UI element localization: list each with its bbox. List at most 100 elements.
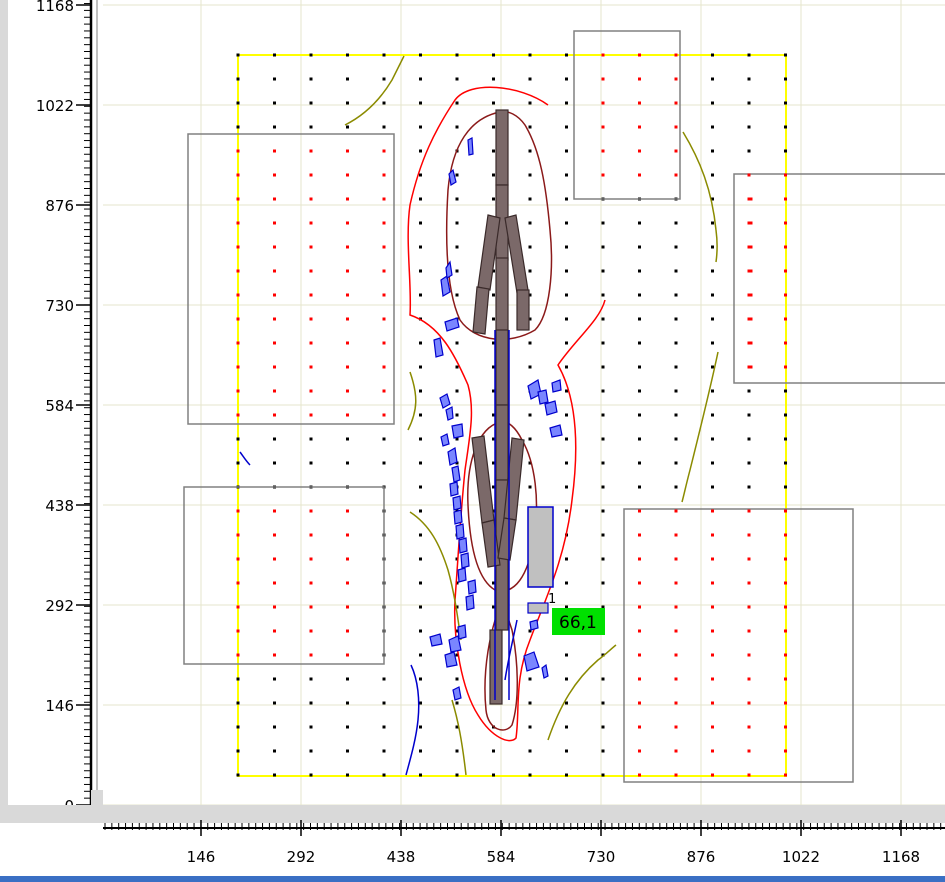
- zone-receiver-dot: [346, 365, 349, 369]
- grid-receiver-dot: [565, 677, 568, 681]
- road-branch-04: [516, 289, 530, 331]
- receiver-point-marker[interactable]: [527, 602, 549, 614]
- grid-receiver-dot: [674, 245, 678, 249]
- grid-receiver-dot: [638, 293, 641, 297]
- zone-frame-top-center[interactable]: [573, 30, 681, 200]
- grid-receiver-dot: [747, 149, 751, 153]
- grid-receiver-dot: [492, 77, 495, 81]
- grid-receiver-dot: [784, 485, 787, 489]
- grid-receiver-dot: [747, 485, 751, 489]
- grid-receiver-dot: [711, 245, 714, 249]
- grid-receiver-dot: [565, 653, 568, 657]
- zone-receiver-dot: [601, 125, 605, 129]
- grid-receiver-dot: [565, 317, 568, 321]
- measurement-badge-background: [552, 608, 605, 635]
- road-sources[interactable]: [471, 109, 530, 705]
- zone-receiver-dot: [711, 509, 714, 513]
- grid-receiver-dot: [528, 365, 532, 369]
- grid-receiver-dot: [528, 749, 532, 753]
- zone-receiver-dot: [784, 509, 787, 513]
- grid-receiver-dot: [638, 485, 641, 489]
- zone-receiver-dot: [784, 629, 787, 633]
- zone-receiver-dot: [638, 125, 641, 129]
- grid-receiver-dot: [601, 605, 605, 609]
- x-tick-label: 730: [587, 848, 616, 866]
- zone-receiver-dot: [784, 749, 787, 753]
- grid-receiver-dot: [455, 605, 459, 609]
- zone-receiver-dot: [309, 509, 313, 513]
- selected-source-block[interactable]: [527, 506, 554, 588]
- grid-receiver-dot: [565, 341, 568, 345]
- zone-frame-right-upper[interactable]: [733, 173, 945, 384]
- zone-frame-left-upper[interactable]: [187, 133, 395, 425]
- grid-receiver-dot: [601, 437, 605, 441]
- zone-receiver-dot: [346, 173, 349, 177]
- zone-receiver-dot: [273, 197, 276, 201]
- grid-receiver-dot: [419, 221, 422, 225]
- grid-receiver-dot: [711, 437, 714, 441]
- grid-receiver-dot: [674, 461, 678, 465]
- grid-receiver-dot: [236, 53, 240, 57]
- zone-receiver-dot: [674, 101, 678, 105]
- zone-receiver-dot: [747, 509, 751, 513]
- grid-receiver-dot: [784, 461, 787, 465]
- grid-receiver-dot: [565, 77, 568, 81]
- zone-receiver-dot: [784, 677, 787, 681]
- zone-receiver-dot: [346, 557, 349, 561]
- grid-receiver-dot: [236, 725, 240, 729]
- grid-receiver-dot: [455, 173, 459, 177]
- left-panel-edge: [0, 0, 8, 876]
- measurement-badge[interactable]: 66,1: [552, 608, 605, 635]
- y-tick-label: 146: [45, 697, 74, 715]
- grid-receiver-dot: [528, 245, 532, 249]
- zone-receiver-dot: [784, 701, 787, 705]
- grid-receiver-dot: [601, 341, 605, 345]
- zone-receiver-dot: [309, 245, 313, 249]
- grid-receiver-dot: [346, 461, 349, 465]
- zone-receiver-dot: [382, 197, 386, 201]
- x-axis-ruler[interactable]: 146 292 438 584 730 876 1022 1168: [0, 790, 945, 876]
- zone-receiver-dot: [273, 533, 276, 537]
- grid-receiver-dot: [528, 149, 532, 153]
- zone-frame-left-lower[interactable]: [183, 486, 385, 665]
- grid-receiver-dot: [455, 557, 459, 561]
- zone-receiver-dot: [784, 269, 787, 273]
- zone-receiver-dot: [273, 317, 276, 321]
- y-tick-label: 876: [45, 197, 74, 215]
- grid-receiver-dot: [528, 221, 532, 225]
- zone-receiver-dot: [638, 653, 641, 657]
- zone-receiver-dot: [273, 221, 276, 225]
- grid-receiver-dot: [528, 485, 532, 489]
- y-axis-ruler[interactable]: 116810228767305844382921460: [0, 0, 103, 876]
- zone-receiver-dot: [674, 533, 678, 537]
- grid-receiver-dot: [784, 437, 787, 441]
- zone-receiver-dot: [236, 317, 240, 321]
- zone-receiver-dot: [784, 773, 787, 777]
- grid-receiver-dot: [455, 461, 459, 465]
- zone-receiver-dot: [309, 341, 313, 345]
- y-tick-label: 584: [45, 397, 74, 415]
- zone-receiver-dot: [711, 605, 714, 609]
- zone-receiver-dot: [346, 413, 349, 417]
- x-tick-label: 584: [487, 848, 516, 866]
- grid-receiver-dot: [492, 773, 495, 777]
- grid-receiver-dot: [565, 773, 568, 777]
- zone-receiver-dot: [346, 341, 349, 345]
- road-segment-01: [495, 109, 509, 186]
- y-tick-label: 1168: [36, 0, 74, 15]
- grid-receiver-dot: [528, 413, 532, 417]
- grid-receiver-dot: [638, 413, 641, 417]
- grid-receiver-dot: [565, 53, 568, 57]
- zone-receiver-dot: [346, 389, 349, 393]
- grid-receiver-dot: [528, 341, 532, 345]
- grid-receiver-dot: [638, 365, 641, 369]
- zone-receiver-dot: [747, 245, 751, 249]
- grid-receiver-dot: [419, 677, 422, 681]
- zone-frame-right-lower[interactable]: [623, 508, 854, 783]
- zone-receiver-dot: [236, 653, 240, 657]
- grid-receiver-dot: [711, 125, 714, 129]
- grid-receiver-dot: [492, 317, 495, 321]
- grid-receiver-dot: [455, 101, 459, 105]
- plot-area[interactable]: [103, 0, 945, 805]
